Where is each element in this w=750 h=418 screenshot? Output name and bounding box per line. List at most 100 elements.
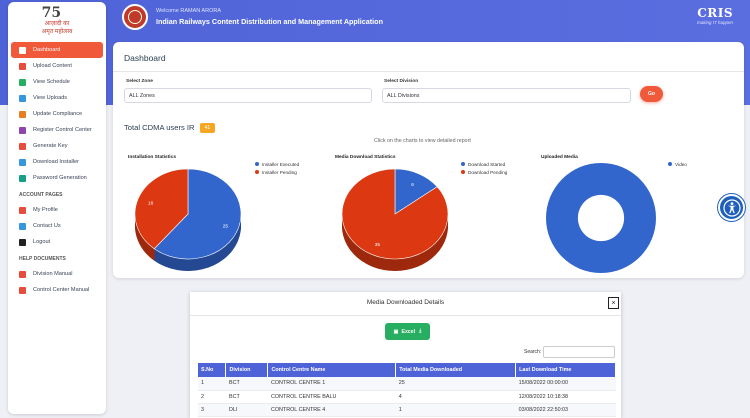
- sidebar-item-generate-key[interactable]: Generate Key: [11, 138, 103, 154]
- sidebar-item-control-center-manual[interactable]: Control Center Manual: [11, 282, 103, 298]
- excel-export-button[interactable]: ▣ Excel ⤓: [385, 323, 430, 340]
- column-header[interactable]: Total Media Downloaded: [395, 363, 517, 377]
- pie-slice-installer-pending[interactable]: [134, 168, 189, 250]
- sidebar-section-heading: HELP DOCUMENTS: [19, 255, 66, 262]
- download-icon: [19, 158, 26, 166]
- table-row: 2 BCT CONTROL CENTRE BALU 4 12/08/2022 10:18…: [198, 390, 616, 404]
- legend-item: Installer Executed: [255, 160, 299, 168]
- sidebar-item-logout[interactable]: Logout: [11, 234, 103, 250]
- accessibility-icon: [722, 198, 741, 217]
- table-cell: CONTROL CENTRE BALU: [267, 390, 396, 404]
- donut-chart-uploaded-media[interactable]: [541, 156, 661, 273]
- table-cell: 3: [198, 403, 226, 417]
- chart-title-uploaded-media: Uploaded Media: [541, 155, 578, 160]
- sidebar-item-label: Download Installer: [33, 159, 80, 165]
- total-users-badge: 41: [199, 123, 216, 133]
- legend-item: Download Started: [461, 160, 507, 168]
- pie-slice-download-started[interactable]: [394, 168, 438, 215]
- table-cell: 15/08/2022 00:00:00: [515, 377, 616, 391]
- division-label: Select Division: [384, 79, 419, 84]
- go-button[interactable]: Go: [640, 86, 663, 102]
- column-header[interactable]: Division: [225, 363, 269, 377]
- sidebar-item-password-generation[interactable]: Password Generation: [11, 170, 103, 186]
- legend-installation: Installer Executed Installer Pending: [255, 160, 299, 176]
- download-icon: ⤓: [419, 328, 422, 334]
- table-row: 1 BCT CONTROL CENTRE 1 25 15/08/2022 00:00:0…: [198, 377, 616, 391]
- excel-label: Excel: [401, 328, 416, 335]
- sidebar-item-division-manual[interactable]: Division Manual: [11, 266, 103, 282]
- table-row: 3 DLI CONTROL CENTRE 4 1 03/08/2022 22:50:03: [198, 403, 616, 417]
- pie-value-label: 25: [223, 223, 229, 229]
- total-users-label: Total CDMA users IR: [124, 123, 195, 132]
- legend-label: Video: [675, 161, 687, 167]
- legend-swatch: [461, 162, 465, 166]
- sidebar-item-label: Logout: [33, 239, 51, 245]
- column-header[interactable]: S.No: [198, 363, 227, 377]
- media-table: S.No Division Control Centre Name Total Med…: [198, 363, 616, 417]
- divider: [190, 315, 621, 316]
- pie-value-label: 6: [411, 182, 414, 188]
- azadi-logo: 75 आज़ादी का अमृत महोत्सव: [8, 2, 106, 40]
- legend-label: Installer Executed: [262, 161, 300, 167]
- pdf-icon: [19, 286, 26, 294]
- table-cell: BCT: [225, 390, 268, 404]
- legend-uploaded-media: Video: [668, 160, 687, 168]
- sidebar-item-upload-content[interactable]: Upload Content: [11, 58, 103, 74]
- sidebar-item-dashboard[interactable]: Dashboard: [11, 42, 103, 58]
- pie-value-label: 35: [375, 242, 381, 248]
- legend-swatch: [255, 162, 259, 166]
- pie-chart-media-download[interactable]: 6 35: [335, 162, 455, 272]
- legend-item: Installer Pending: [255, 168, 299, 176]
- column-header[interactable]: Control Centre Name: [267, 363, 397, 377]
- sidebar-item-label: Contact Us: [33, 223, 61, 229]
- division-select[interactable]: ALL Divisions: [382, 88, 631, 103]
- zone-select[interactable]: ALL Zones: [124, 88, 372, 103]
- legend-item: Video: [668, 160, 687, 168]
- pie-slice-installer-executed[interactable]: [153, 168, 242, 260]
- sidebar-item-label: My Profile: [33, 207, 58, 213]
- lock-icon: [19, 174, 26, 182]
- table-cell: 4: [395, 390, 516, 404]
- close-button[interactable]: ×: [608, 297, 619, 309]
- legend-label: Download Started: [468, 161, 506, 167]
- cris-logo: CRIS making IT happen: [697, 6, 733, 25]
- indian-railways-logo: [122, 4, 148, 30]
- pie-chart-installation[interactable]: 25 16: [128, 162, 248, 272]
- table-cell: 2: [198, 390, 226, 404]
- sidebar-item-label: Update Compliance: [33, 111, 83, 117]
- chart-title-media-download: Media Download Statistics: [335, 155, 396, 160]
- sidebar: 75 आज़ादी का अमृत महोत्सव Dashboard Uploa…: [8, 2, 106, 414]
- sidebar-item-register-control-center[interactable]: Register Control Center: [11, 122, 103, 138]
- dashboard-card: Dashboard Select Zone ALL Zones Select D…: [113, 42, 744, 278]
- accessibility-button[interactable]: [718, 194, 745, 221]
- sidebar-item-contact-us[interactable]: Contact Us: [11, 218, 103, 234]
- pie-slice-download-pending[interactable]: [341, 168, 449, 260]
- sidebar-item-label: View Schedule: [33, 79, 70, 85]
- legend-swatch: [668, 162, 672, 166]
- sidebar-item-view-uploads[interactable]: View Uploads: [11, 90, 103, 106]
- sidebar-item-my-profile[interactable]: My Profile: [11, 202, 103, 218]
- calendar-icon: [19, 78, 26, 86]
- column-header[interactable]: Last Download Time: [515, 363, 616, 377]
- chart-hint: Click on the charts to view detailed rep…: [374, 138, 471, 144]
- sidebar-section-heading: ACCOUNT PAGES: [19, 191, 63, 198]
- sidebar-nav: Dashboard Upload Content View Schedule View…: [8, 42, 106, 298]
- modal-title: Media Downloaded Details: [366, 299, 445, 306]
- search-input[interactable]: [543, 346, 615, 358]
- chat-icon: [19, 222, 26, 230]
- lock-icon: [19, 238, 26, 246]
- media-downloaded-modal: Media Downloaded Details × ▣ Excel ⤓ Sea…: [190, 292, 621, 418]
- sidebar-item-view-schedule[interactable]: View Schedule: [11, 74, 103, 90]
- pie-value-label: 16: [148, 201, 154, 207]
- divider: [113, 71, 744, 72]
- legend-label: Download Pending: [468, 169, 508, 175]
- legend-media-download: Download Started Download Pending: [461, 160, 507, 176]
- file-icon: [19, 94, 26, 102]
- table-cell: 1: [198, 377, 226, 391]
- cris-tagline: making IT happen: [696, 20, 733, 25]
- sidebar-item-download-installer[interactable]: Download Installer: [11, 154, 103, 170]
- sidebar-item-label: Upload Content: [33, 63, 72, 69]
- table-cell: DLI: [225, 403, 268, 417]
- table-body: 1 BCT CONTROL CENTRE 1 25 15/08/2022 00:00:0…: [198, 377, 616, 417]
- sidebar-item-update-compliance[interactable]: Update Compliance: [11, 106, 103, 122]
